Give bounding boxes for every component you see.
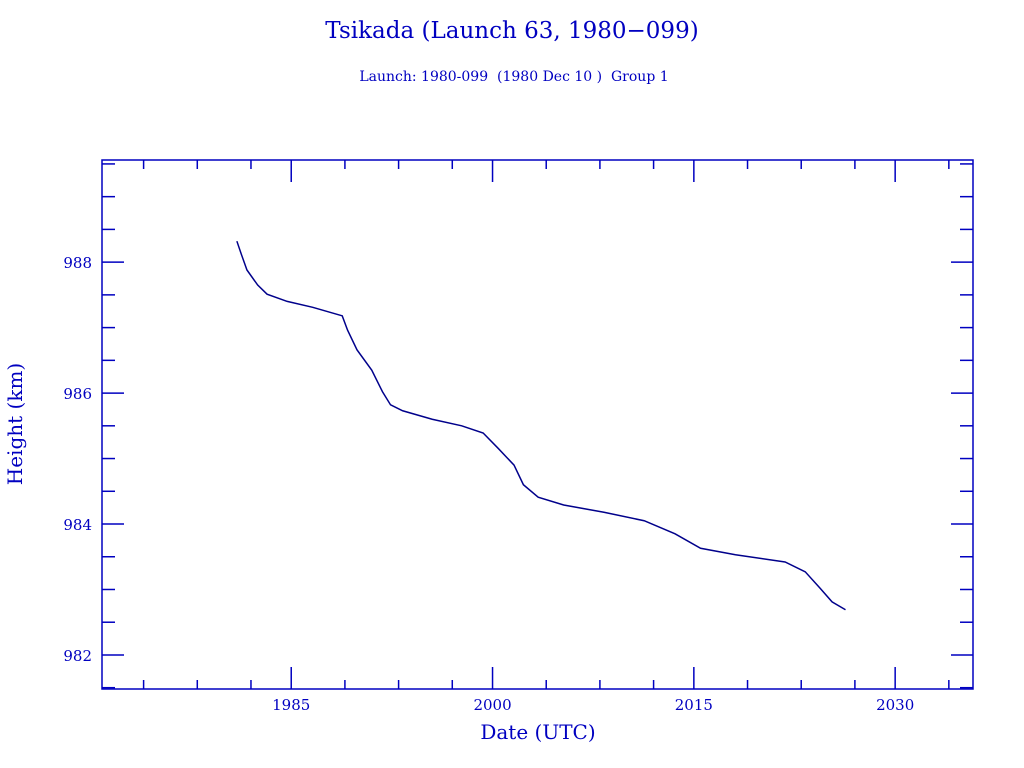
x-tick-label: 2000	[473, 696, 511, 714]
x-tick-label: 2015	[675, 696, 713, 714]
x-axis-label: Date (UTC)	[480, 720, 595, 744]
y-axis-label: Height (km)	[3, 363, 27, 485]
y-tick-label: 982	[63, 647, 92, 665]
chart-subtitle: Launch: 1980-099 (1980 Dec 10 ) Group 1	[359, 69, 668, 85]
x-tick-label: 1985	[272, 696, 310, 714]
y-tick-label: 988	[63, 254, 92, 272]
x-tick-label: 2030	[876, 696, 914, 714]
y-tick-label: 984	[63, 516, 92, 534]
height-series-line	[236, 240, 846, 611]
plot-frame	[101, 159, 974, 690]
y-tick-label: 986	[63, 385, 92, 403]
chart-title: Tsikada (Launch 63, 1980−099)	[325, 18, 698, 44]
